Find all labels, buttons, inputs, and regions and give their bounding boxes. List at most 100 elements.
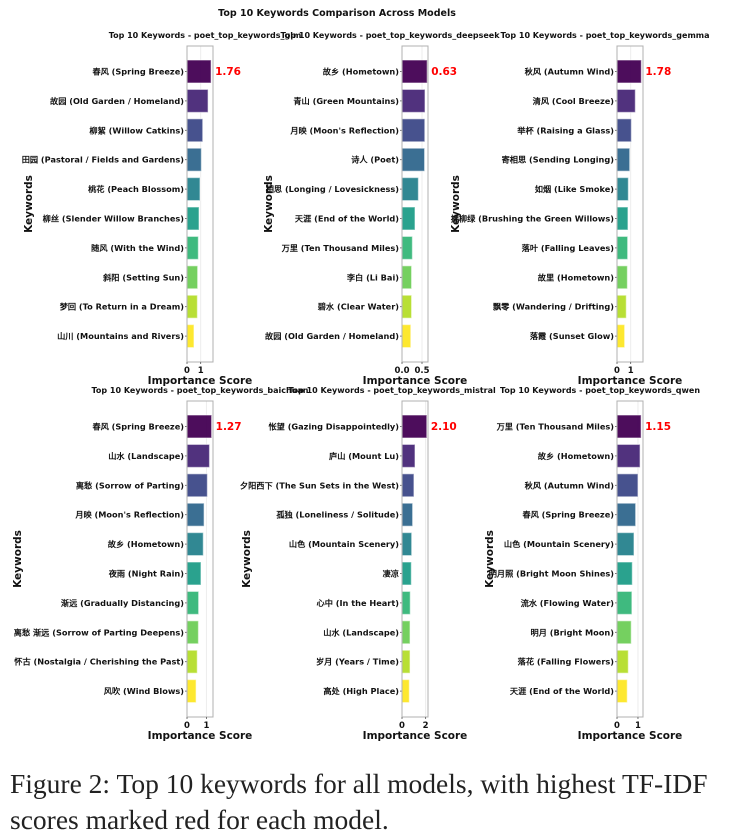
bar — [616, 265, 628, 290]
bar — [186, 118, 204, 143]
x-tick-label: 0 — [614, 721, 620, 731]
bar — [616, 235, 629, 260]
bar — [186, 678, 197, 704]
bar — [616, 294, 627, 319]
subplot-title: Top 10 Keywords - poet_top_keywords_deep… — [280, 31, 500, 40]
category-label: 岁月 (Years / Time) — [316, 657, 399, 667]
figure-title: Top 10 Keywords Comparison Across Models — [218, 8, 456, 19]
bar — [616, 590, 633, 616]
bar — [616, 561, 633, 586]
x-axis-label: Importance Score — [578, 375, 683, 387]
category-label: 月映 (Moon's Reflection) — [289, 125, 399, 135]
category-label: 田园 (Pastoral / Fields and Gardens) — [22, 155, 185, 165]
category-label: 碧水 (Clear Water) — [317, 302, 400, 312]
subplot-title: Top 10 Keywords - poet_top_keywords_mist… — [288, 386, 496, 395]
x-tick-label: 1 — [203, 721, 209, 731]
bar — [616, 649, 629, 674]
bar — [186, 235, 199, 260]
category-label: 拂柳绿 (Brushing the Green Willows) — [451, 214, 615, 224]
bar — [616, 177, 629, 202]
bar — [616, 324, 626, 349]
category-label: 山水 (Landscape) — [108, 451, 184, 461]
axes-frame — [401, 45, 429, 363]
bar — [401, 206, 416, 231]
axes-frame — [616, 400, 644, 718]
subplot-qwen: Top 10 Keywords - poet_top_keywords_qwen… — [484, 386, 700, 742]
x-axis-label: Importance Score — [148, 375, 253, 387]
bar — [616, 531, 635, 557]
category-label: 柳絮 (Willow Catkins) — [89, 125, 184, 135]
category-label: 夜雨 (Night Rain) — [108, 569, 185, 579]
y-axis-label: Keywords — [12, 530, 24, 588]
category-label: 夕阳西下 (The Sun Sets in the West) — [240, 480, 399, 490]
bar — [401, 88, 426, 114]
category-label: 随风 (With the Wind) — [91, 243, 184, 253]
bar — [401, 678, 410, 704]
x-axis-label: Importance Score — [363, 375, 468, 387]
subplot-deepseek: Top 10 Keywords - poet_top_keywords_deep… — [263, 31, 500, 387]
bar — [401, 561, 412, 586]
category-label: 如烟 (Like Smoke) — [535, 184, 614, 194]
category-label: 山水 (Landscape) — [323, 627, 399, 637]
category-label: 柳丝 (Slender Willow Branches) — [43, 214, 185, 224]
subplot-title: Top 10 Keywords - poet_top_keywords_glm — [109, 31, 302, 40]
category-label: 孤独 (Loneliness / Solitude) — [276, 510, 399, 520]
x-axis-label: Importance Score — [148, 730, 253, 742]
bar — [186, 561, 202, 586]
category-label: 山川 (Mountains and Rivers) — [57, 331, 184, 341]
category-label: 春风 (Spring Breeze) — [92, 67, 184, 77]
bar — [186, 177, 201, 202]
y-axis-label: Keywords — [484, 530, 496, 588]
category-label: 明月 (Bright Moon) — [531, 627, 615, 637]
subplot-title: Top 10 Keywords - poet_top_keywords_qwen — [500, 386, 700, 395]
category-label: 天涯 (End of the World) — [510, 686, 614, 696]
category-label: 明月照 (Bright Moon Shines) — [489, 569, 615, 579]
subplot-mistral: Top 10 Keywords - poet_top_keywords_mist… — [240, 386, 496, 742]
bar — [186, 473, 208, 498]
bar — [616, 473, 639, 498]
category-label: 故乡 (Hometown) — [323, 67, 399, 77]
bar — [401, 265, 413, 290]
bar — [186, 59, 212, 84]
bar — [186, 590, 200, 616]
category-label: 山色 (Mountain Scenery) — [289, 539, 399, 549]
x-tick-label: 0 — [184, 366, 190, 376]
bar — [616, 414, 642, 439]
subplot-glm: Top 10 Keywords - poet_top_keywords_glm 春… — [22, 31, 302, 387]
x-tick-label: 0 — [184, 721, 190, 731]
highlight-value-label: 1.78 — [645, 66, 671, 78]
bar — [186, 88, 209, 114]
x-axis-label: Importance Score — [578, 730, 683, 742]
category-label: 寄相思 (Sending Longing) — [502, 155, 615, 165]
category-label: 心中 (In the Heart) — [317, 598, 400, 608]
category-label: 落霞 (Sunset Glow) — [530, 331, 614, 341]
bar — [401, 590, 411, 616]
bar — [616, 88, 636, 114]
category-label: 秋风 (Autumn Wind) — [525, 67, 615, 77]
bar — [616, 206, 629, 231]
bar — [616, 678, 628, 704]
category-label: 青山 (Green Mountains) — [293, 96, 399, 106]
category-label: 高处 (High Place) — [323, 686, 399, 696]
bar — [616, 620, 632, 645]
category-label: 故里 (Hometown) — [538, 272, 614, 282]
bar — [401, 147, 426, 172]
highlight-value-label: 0.63 — [431, 66, 457, 78]
bar — [186, 620, 200, 645]
category-label: 山色 (Mountain Scenery) — [504, 539, 614, 549]
category-label: 凄凉 — [382, 569, 399, 579]
figure-caption: Figure 2: Top 10 keywords for all models… — [10, 768, 708, 835]
category-label: 月映 (Moon's Reflection) — [74, 510, 184, 520]
subplot-gemma: Top 10 Keywords - poet_top_keywords_gemm… — [450, 31, 710, 387]
bar — [616, 147, 631, 172]
category-label: 流水 (Flowing Water) — [521, 598, 615, 608]
bar — [186, 324, 195, 349]
category-label: 斜阳 (Setting Sun) — [102, 272, 184, 282]
x-tick-label: 2 — [423, 721, 429, 731]
bar — [186, 443, 211, 468]
bar — [401, 620, 411, 645]
category-label: 天涯 (End of the World) — [295, 214, 399, 224]
category-label: 清风 (Cool Breeze) — [533, 96, 615, 106]
category-label: 万里 (Ten Thousand Miles) — [281, 243, 400, 253]
category-label: 怀古 (Nostalgia / Cherishing the Past) — [14, 657, 184, 667]
